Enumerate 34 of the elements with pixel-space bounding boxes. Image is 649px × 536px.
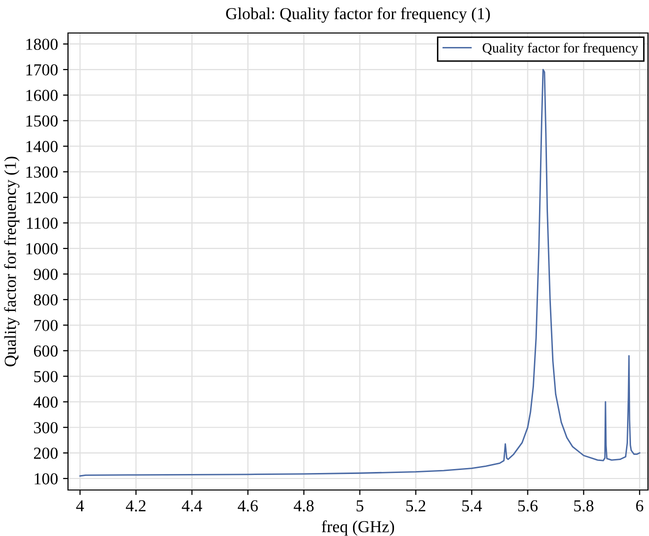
x-tick-label: 4 [76, 500, 84, 512]
y-tick-label: 800 [34, 294, 58, 306]
x-tick-label: 4.6 [238, 500, 258, 512]
x-tick-label: 6 [636, 500, 644, 512]
line-series [79, 68, 640, 477]
x-tick-label: 4.8 [294, 500, 314, 512]
x-tick-label: 4.2 [126, 500, 146, 512]
y-tick-label: 1500 [26, 115, 58, 127]
y-tick-label: 700 [34, 320, 58, 332]
chart-title: Global: Quality factor for frequency (1) [226, 7, 490, 23]
legend-label: Quality factor for frequency [482, 42, 638, 56]
x-tick-label: 5.4 [462, 500, 482, 512]
y-tick-label: 200 [34, 448, 58, 459]
y-tick-label: 300 [34, 422, 58, 434]
y-tick-label: 100 [34, 473, 58, 484]
y-tick-label: 600 [34, 345, 58, 357]
y-tick-label: 900 [34, 268, 58, 280]
y-tick-label: 1700 [26, 64, 58, 76]
x-tick-label: 5.6 [518, 500, 538, 512]
x-tick-label: 5.2 [406, 500, 426, 512]
y-tick-label: 1000 [26, 243, 58, 254]
x-axis-title: freq (GHz) [322, 520, 394, 536]
y-tick-label: 1100 [27, 218, 58, 229]
x-tick-label: 4.4 [182, 500, 202, 512]
y-tick-label: 400 [34, 396, 58, 408]
y-tick-label: 1800 [26, 38, 58, 50]
y-tick-label: 1200 [26, 192, 58, 204]
y-tick-label: 1400 [26, 140, 58, 152]
y-axis-title: Quality factor for frequency (1) [4, 156, 20, 366]
y-tick-label: 1600 [26, 90, 58, 102]
y-tick-label: 1300 [26, 166, 58, 178]
x-tick-label: 5 [356, 500, 364, 512]
y-tick-label: 500 [34, 370, 58, 382]
x-tick-label: 5.8 [574, 500, 594, 512]
